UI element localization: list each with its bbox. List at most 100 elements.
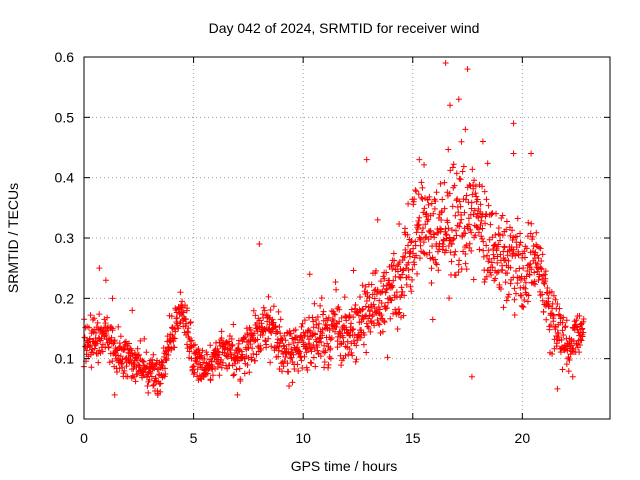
data-point bbox=[95, 359, 102, 366]
data-point bbox=[467, 226, 474, 233]
data-point bbox=[484, 160, 491, 167]
data-point bbox=[456, 257, 463, 264]
data-point bbox=[382, 305, 389, 312]
data-point bbox=[501, 243, 508, 250]
data-point bbox=[282, 337, 289, 344]
data-point bbox=[435, 267, 442, 274]
data-point bbox=[400, 253, 407, 260]
data-point bbox=[472, 190, 479, 197]
data-point bbox=[190, 363, 197, 370]
data-point bbox=[263, 341, 270, 348]
data-point bbox=[537, 245, 544, 252]
data-point bbox=[455, 269, 462, 276]
data-point bbox=[241, 370, 248, 377]
data-point bbox=[362, 303, 369, 310]
data-point bbox=[104, 314, 111, 321]
data-point bbox=[286, 382, 293, 389]
data-point bbox=[259, 332, 266, 339]
data-point bbox=[456, 223, 463, 230]
data-point bbox=[296, 348, 303, 355]
data-point bbox=[391, 257, 398, 264]
data-point bbox=[298, 357, 305, 364]
data-point bbox=[96, 347, 103, 354]
data-point bbox=[348, 349, 355, 356]
data-point bbox=[520, 304, 527, 311]
data-point bbox=[495, 241, 502, 248]
data-point bbox=[541, 280, 548, 287]
data-point bbox=[483, 196, 490, 203]
data-point bbox=[411, 261, 418, 268]
data-point bbox=[401, 225, 408, 232]
chart-title: Day 042 of 2024, SRMTID for receiver win… bbox=[209, 20, 480, 36]
data-point bbox=[550, 312, 557, 319]
data-point bbox=[342, 313, 349, 320]
data-point bbox=[486, 256, 493, 263]
data-point bbox=[91, 345, 98, 352]
data-point bbox=[517, 276, 524, 283]
data-point bbox=[265, 293, 272, 300]
data-point bbox=[505, 291, 512, 298]
data-point bbox=[89, 346, 96, 353]
data-point bbox=[489, 264, 496, 271]
data-point bbox=[361, 313, 368, 320]
data-point bbox=[395, 310, 402, 317]
data-point bbox=[358, 318, 365, 325]
data-point bbox=[346, 345, 353, 352]
data-point bbox=[99, 348, 106, 355]
data-point bbox=[482, 220, 489, 227]
data-point bbox=[421, 205, 428, 212]
data-point bbox=[338, 314, 345, 321]
data-point bbox=[132, 378, 139, 385]
data-point bbox=[432, 256, 439, 263]
data-point bbox=[443, 247, 450, 254]
data-point bbox=[336, 306, 343, 313]
y-tick-label: 0.5 bbox=[55, 109, 75, 125]
data-point bbox=[522, 279, 529, 286]
data-point bbox=[218, 328, 225, 335]
data-point bbox=[375, 310, 382, 317]
data-point bbox=[119, 364, 126, 371]
data-point bbox=[254, 336, 261, 343]
data-point bbox=[517, 292, 524, 299]
data-point bbox=[258, 320, 265, 327]
data-point bbox=[466, 240, 473, 247]
data-point bbox=[294, 361, 301, 368]
data-point bbox=[470, 276, 477, 283]
data-point bbox=[332, 311, 339, 318]
data-point bbox=[251, 338, 258, 345]
data-point bbox=[499, 266, 506, 273]
data-point bbox=[517, 239, 524, 246]
data-point bbox=[485, 202, 492, 209]
data-point bbox=[370, 301, 377, 308]
data-point bbox=[127, 356, 134, 363]
data-point bbox=[214, 348, 221, 355]
data-point bbox=[498, 214, 505, 221]
data-point bbox=[472, 232, 479, 239]
data-point bbox=[304, 367, 311, 374]
data-point bbox=[471, 207, 478, 214]
ticks: 0 5 10 15 20 0 0.1 0.2 0.3 0.4 0.5 0.6 bbox=[55, 49, 610, 446]
data-point bbox=[372, 309, 379, 316]
data-point bbox=[228, 335, 235, 342]
data-point bbox=[376, 321, 383, 328]
data-point bbox=[352, 358, 359, 365]
data-point bbox=[523, 245, 530, 252]
data-point bbox=[462, 250, 469, 257]
data-point bbox=[356, 293, 363, 300]
data-point bbox=[397, 266, 404, 273]
data-point bbox=[574, 341, 581, 348]
data-point bbox=[475, 226, 482, 233]
data-point bbox=[442, 60, 449, 67]
data-point bbox=[244, 362, 251, 369]
data-point bbox=[335, 303, 342, 310]
data-point bbox=[157, 388, 164, 395]
data-point bbox=[507, 280, 514, 287]
data-point bbox=[177, 320, 184, 327]
data-point bbox=[361, 288, 368, 295]
data-point bbox=[312, 363, 319, 370]
data-point bbox=[519, 303, 526, 310]
data-point bbox=[470, 211, 477, 218]
data-point bbox=[438, 226, 445, 233]
data-point bbox=[359, 305, 366, 312]
data-point bbox=[569, 373, 576, 380]
